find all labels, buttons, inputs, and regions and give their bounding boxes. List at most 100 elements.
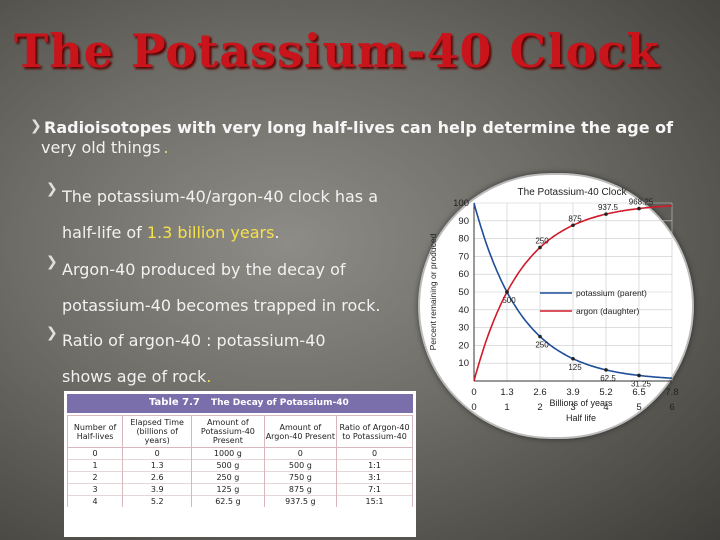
data-point: [571, 223, 575, 228]
table-cell: 5.2: [122, 495, 193, 507]
table-cell: 250 g: [191, 471, 265, 484]
table-cell: 2.6: [122, 471, 193, 484]
table-cell: 0: [336, 447, 413, 460]
x-tick-label: 2.6: [533, 387, 546, 398]
table-cell: 7:1: [336, 483, 413, 496]
data-point: [571, 356, 575, 361]
table-cell: 3:1: [336, 471, 413, 484]
table-cell: 937.5 g: [263, 495, 338, 507]
data-label: 62.5: [600, 374, 616, 383]
table-caption: The Decay of Potassium-40: [211, 398, 349, 408]
chart-frame: The Potassium-40 Clock 10 20 30 40 50 60 70 80 90…: [418, 173, 694, 439]
bullet-3-line1: Argon-40 produced by the decay of: [62, 260, 346, 279]
table-cell: 0: [263, 447, 338, 460]
data-point: [538, 245, 542, 250]
data-label: 250: [535, 237, 549, 246]
data-point: [637, 373, 641, 378]
table-header: Ratio of Argon-40 to Potassium-40: [336, 415, 413, 448]
data-point: [538, 334, 542, 339]
y-tick-label: 60: [458, 269, 469, 280]
bullet-arrow-icon: ❯: [46, 254, 58, 270]
table-cell: 1.3: [122, 459, 193, 472]
table-cell: 2: [66, 471, 124, 484]
data-point: [637, 206, 641, 211]
table-cell: 15:1: [336, 495, 413, 507]
x2-axis-label: Half life: [566, 413, 596, 423]
decay-table-panel: Table 7.7 The Decay of Potassium-40 Numb…: [64, 391, 416, 537]
table-cell: 1:1: [336, 459, 413, 472]
x-tick-label: 7.8: [665, 387, 678, 398]
x2-tick-label: 4: [603, 402, 608, 413]
data-label: 937.5: [598, 203, 619, 212]
bullet-2: The potassium-40/argon-40 clock has a ha…: [62, 179, 402, 251]
x2-tick-label: 1: [504, 402, 509, 413]
bullet-1-period: .: [163, 138, 169, 157]
legend-entry: argon (daughter): [576, 306, 639, 316]
data-label: 31.25: [631, 379, 652, 388]
chart-title: The Potassium-40 Clock: [518, 187, 628, 198]
slide-title: The Potassium-40 Clock: [14, 24, 660, 78]
bullet-2-line1: The potassium-40/argon-40 clock has a: [62, 187, 378, 206]
y-tick-label: 10: [458, 358, 469, 369]
bullet-arrow-icon: ❯: [46, 325, 58, 341]
bullet-4-line1: Ratio of argon-40 : potassium-40: [62, 331, 326, 350]
x-tick-label: 0: [471, 387, 476, 398]
y-tick-label: 50: [458, 287, 469, 298]
table-cell: 0: [66, 447, 124, 460]
table-cell: 500 g: [263, 459, 338, 472]
bullet-arrow-icon: ❯: [30, 118, 42, 134]
bullet-1-cont: very old things: [41, 138, 161, 157]
data-point: [604, 368, 608, 372]
data-label: 250: [535, 341, 549, 350]
bullet-2-period: .: [274, 223, 280, 242]
table-cell: 875 g: [263, 483, 338, 496]
table-cell: 3: [66, 483, 124, 496]
table-cell: 125 g: [191, 483, 265, 496]
bullet-3: Argon-40 produced by the decay of potass…: [62, 252, 412, 324]
x-tick-label: 5.2: [599, 387, 612, 398]
table-row: 3 3.9 125 g 875 g 7:1: [66, 483, 413, 496]
x-tick-label: 3.9: [566, 387, 579, 398]
data-label: 125: [568, 363, 582, 372]
bullet-4-line2a: shows age of rock: [62, 367, 207, 386]
x2-tick-label: 0: [471, 402, 476, 413]
table-caption-number: Table 7.7: [149, 397, 200, 408]
bullet-arrow-icon: ❯: [46, 181, 58, 197]
bullet-1-lead: Radioisotopes with very long half-lives …: [44, 118, 674, 137]
x2-tick-label: 3: [570, 402, 575, 413]
data-point: [604, 212, 608, 216]
table-header-row: Number of Half-lives Elapsed Time (billi…: [66, 415, 413, 448]
x-tick-label: 6.5: [632, 387, 645, 398]
decay-table: Number of Half-lives Elapsed Time (billi…: [66, 415, 413, 507]
y-tick-label: 30: [458, 323, 469, 334]
bullet-1: Radioisotopes with very long half-lives …: [41, 118, 704, 158]
x2-tick-label: 5: [636, 402, 641, 413]
potassium-chart: The Potassium-40 Clock102030405060708090…: [428, 187, 679, 423]
table-header: Amount of Argon-40 Present: [263, 415, 338, 448]
table-cell: 62.5 g: [191, 495, 265, 507]
table-cell: 750 g: [263, 471, 338, 484]
bullet-4-period: .: [206, 367, 212, 386]
table-cell: 3.9: [122, 483, 193, 496]
bullet-2-line2a: half-life of: [62, 223, 147, 242]
y-tick-label: 80: [458, 234, 469, 245]
table-header: Number of Half-lives: [66, 415, 124, 448]
x2-tick-label: 2: [537, 402, 542, 413]
table-cell: 4: [66, 495, 124, 507]
table-row: 1 1.3 500 g 500 g 1:1: [66, 459, 413, 472]
bullet-4: Ratio of argon-40 : potassium-40 shows a…: [62, 323, 412, 395]
table-row: 4 5.2 62.5 g 937.5 g 15:1: [66, 495, 413, 507]
table-row: 2 2.6 250 g 750 g 3:1: [66, 471, 413, 484]
y-tick-label: 100: [453, 198, 469, 209]
table-row: 0 0 1000 g 0 0: [66, 447, 413, 460]
y-tick-label: 40: [458, 305, 469, 316]
y-tick-label: 90: [458, 216, 469, 227]
x-tick-label: 1.3: [500, 387, 513, 398]
data-label: 875: [568, 214, 582, 223]
y-axis-label: Percent remaining or produced: [428, 233, 438, 350]
y-tick-label: 70: [458, 251, 469, 262]
y-tick-label: 20: [458, 340, 469, 351]
data-label: 500: [502, 296, 516, 305]
table-caption-bar: Table 7.7 The Decay of Potassium-40: [67, 394, 413, 413]
data-point: [505, 290, 509, 294]
